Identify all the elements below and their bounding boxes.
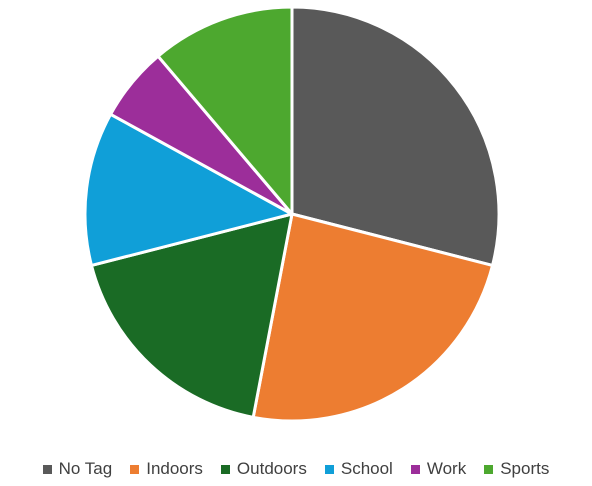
legend-label: Work [426,459,467,478]
pie-slice-school [83,112,294,267]
legend-label: No Tag [58,459,113,478]
legend-item-indoors: Indoors [130,459,203,479]
pie-chart [83,5,501,423]
pie-slice-outdoors [90,212,294,419]
legend-label: Indoors [146,459,203,478]
legend-label: Sports [500,459,550,478]
legend-label: School [340,459,393,478]
legend-swatch [220,464,230,474]
legend-item-sports: Sports [484,459,549,479]
legend-item-school: School [324,459,393,479]
legend-item-work: Work [410,459,467,479]
pie-slice-no-tag [290,5,501,267]
legend-swatch [484,464,494,474]
chart-legend: No Tag Indoors Outdoors School Work Sports [0,457,592,481]
pie-slice-indoors [251,212,494,423]
legend-swatch [410,464,420,474]
pie-slice-sports [156,5,294,216]
legend-swatch [324,464,334,474]
legend-label: Outdoors [236,459,307,478]
legend-swatch [42,464,52,474]
legend-swatch [130,464,140,474]
legend-item-outdoors: Outdoors [220,459,307,479]
legend-item-no-tag: No Tag [42,459,113,479]
